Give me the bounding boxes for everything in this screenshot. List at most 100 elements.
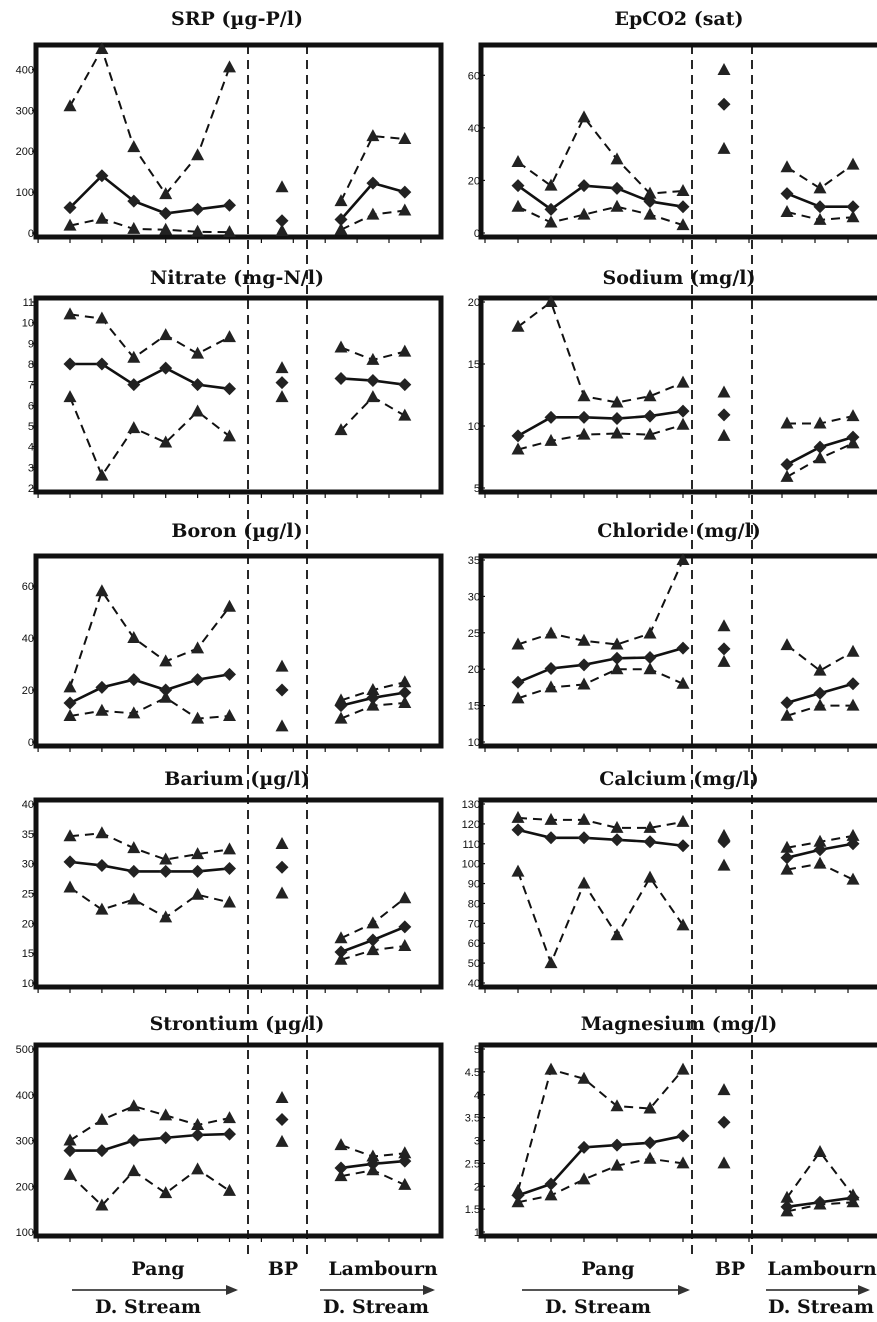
y-tick-label: 10 xyxy=(22,978,34,990)
right-lambourn-label: Lambourn xyxy=(767,1258,877,1280)
boron-ug-l-pang-min-point xyxy=(127,706,141,719)
left-pang-downstream-label: D. Stream xyxy=(95,1296,201,1318)
barium-ug-l-lambourn-max-point xyxy=(366,916,380,929)
magnesium-mg-l-lambourn-mean-point xyxy=(780,1200,794,1214)
chloride-mg-l-lambourn-min-point xyxy=(780,708,794,721)
calcium-mg-l-pang-mean-point xyxy=(577,831,591,845)
sodium-mg-l-pang-mean-point xyxy=(610,412,624,426)
right-pang-label: Pang xyxy=(581,1258,634,1280)
sodium-mg-l-lambourn-mean-point xyxy=(780,457,794,471)
srp-ug-p-l-lambourn-min-point xyxy=(366,207,380,220)
boron-ug-l-pang-mean-point xyxy=(223,667,236,681)
barium-ug-l-bp-min-point xyxy=(275,886,289,899)
calcium-mg-l-pang-min-point xyxy=(643,870,657,883)
strontium-ug-l-lambourn-max-point xyxy=(398,1146,412,1159)
epco2-sat-pang-min-point xyxy=(610,199,624,212)
strontium-ug-l-pang-mean-point xyxy=(223,1127,236,1141)
y-tick-label: 20 xyxy=(468,175,480,187)
nitrate-mg-n-l-lambourn-mean-point xyxy=(398,378,412,392)
y-tick-label: 30 xyxy=(468,591,480,603)
magnesium-mg-l-pang-mean-line xyxy=(517,1134,684,1197)
y-tick-label: 2 xyxy=(474,1181,480,1193)
y-tick-label: 20 xyxy=(22,685,34,697)
y-tick-label: 400 xyxy=(16,64,34,76)
epco2-sat-pang-mean-point xyxy=(544,202,558,216)
srp-ug-p-l-lambourn-max-point xyxy=(398,131,412,144)
srp-ug-p-l-lambourn-min-point xyxy=(334,222,348,235)
boron-ug-l-bp-mean-point xyxy=(275,683,289,697)
calcium-mg-l-pang-min-point xyxy=(676,918,690,931)
epco2-sat-chart: EpCO2 (sat) 0 20 40 60 xyxy=(468,8,877,243)
y-tick-label: 4 xyxy=(474,1090,480,1102)
barium-ug-l-pang-mean-point xyxy=(223,861,236,875)
magnesium-mg-l-lambourn-max-point xyxy=(813,1144,827,1157)
srp-ug-p-l-lambourn-mean-point xyxy=(334,213,348,227)
boron-ug-l-pang-mean-point xyxy=(95,680,109,694)
magnesium-mg-l-pang-min-point xyxy=(577,1172,591,1185)
srp-ug-p-l-lambourn-max-line xyxy=(340,135,405,202)
y-tick-label: 3.5 xyxy=(465,1113,480,1125)
y-tick-label: 25 xyxy=(468,628,480,640)
y-tick-label: 60 xyxy=(22,581,34,593)
epco2-sat-pang-mean-point xyxy=(511,179,525,193)
strontium-ug-l-pang-max-point xyxy=(95,1112,109,1125)
strontium-ug-l-chart: Strontium (µg/l) 100 200 300 400 500 xyxy=(16,1013,444,1242)
y-tick-label: 2 xyxy=(28,483,34,495)
strontium-ug-l-pang-max-point xyxy=(63,1133,77,1146)
nitrate-mg-n-l-pang-max-point xyxy=(95,311,109,324)
strontium-ug-l-pang-min-point xyxy=(223,1183,236,1196)
barium-ug-l-pang-mean-point xyxy=(159,864,173,878)
y-tick-label: 60 xyxy=(468,938,480,950)
barium-ug-l-frame xyxy=(33,797,444,990)
srp-ug-p-l-pang-max-line xyxy=(69,46,231,196)
sodium-mg-l-pang-min-line xyxy=(517,423,684,451)
boron-ug-l-pang-max-point xyxy=(159,654,173,667)
strontium-ug-l-pang-max-point xyxy=(159,1108,173,1121)
chloride-mg-l-pang-max-point xyxy=(544,626,558,639)
left-lambourn-downstream-label: D. Stream xyxy=(323,1296,429,1318)
y-tick-label: 200 xyxy=(16,146,34,158)
chloride-mg-l-pang-mean-point xyxy=(676,641,690,655)
calcium-mg-l-pang-mean-point xyxy=(610,833,624,847)
calcium-mg-l-frame xyxy=(478,797,877,990)
sodium-mg-l-lambourn-min-point xyxy=(813,451,827,464)
calcium-mg-l-chart: Calcium (mg/l) 40 50 60 70 80 90 100 110 120 130 xyxy=(462,768,877,993)
boron-ug-l-pang-min-line xyxy=(69,696,230,720)
sodium-mg-l-lambourn-mean-point xyxy=(846,430,860,444)
nitrate-mg-n-l-frame xyxy=(33,295,444,495)
strontium-ug-l-pang-min-point xyxy=(95,1198,109,1211)
y-tick-label: 5 xyxy=(28,421,34,433)
epco2-sat-lambourn-min-point xyxy=(846,210,860,223)
strontium-ug-l-lambourn-mean-point xyxy=(366,1157,380,1171)
sodium-mg-l-bp-max-point xyxy=(717,385,731,398)
y-tick-label: 300 xyxy=(16,105,34,117)
magnesium-mg-l-pang-mean-point xyxy=(544,1177,558,1191)
boron-ug-l-pang-max-line xyxy=(69,588,231,688)
chloride-mg-l-pang-mean-line xyxy=(517,646,684,684)
epco2-sat-lambourn-max-line xyxy=(786,163,854,190)
right-lambourn-downstream-label: D. Stream xyxy=(768,1296,874,1318)
boron-ug-l-lambourn-min-point xyxy=(398,696,412,708)
sodium-mg-l-pang-max-point xyxy=(544,295,558,307)
strontium-ug-l-pang-mean-point xyxy=(159,1131,173,1145)
sodium-mg-l-bp-min-point xyxy=(717,428,731,441)
y-tick-label: 15 xyxy=(22,948,34,960)
right-pang-downstream-label: D. Stream xyxy=(545,1296,651,1318)
magnesium-mg-l-lambourn-max-line xyxy=(786,1150,854,1199)
srp-ug-p-l-pang-max-point xyxy=(159,187,173,200)
chloride-mg-l-lambourn-min-point xyxy=(813,698,827,711)
magnesium-mg-l-pang-min-point xyxy=(643,1151,657,1164)
srp-ug-p-l-pang-min-point xyxy=(127,221,141,234)
sodium-mg-l-lambourn-min-point xyxy=(780,469,794,482)
calcium-mg-l-pang-mean-line xyxy=(517,828,684,848)
right-bp-label: BP xyxy=(715,1258,745,1280)
strontium-ug-l-lambourn-mean-point xyxy=(334,1161,348,1175)
nitrate-mg-n-l-lambourn-min-point xyxy=(366,390,380,403)
sodium-mg-l-pang-min-point xyxy=(577,427,591,440)
chloride-mg-l-pang-mean-point xyxy=(577,658,591,672)
boron-ug-l-lambourn-max-point xyxy=(366,683,380,695)
boron-ug-l-pang-mean-point xyxy=(191,673,205,687)
chloride-mg-l-pang-min-point xyxy=(577,677,591,690)
y-tick-label: 5 xyxy=(474,1044,480,1056)
epco2-sat-pang-min-point xyxy=(577,207,591,220)
